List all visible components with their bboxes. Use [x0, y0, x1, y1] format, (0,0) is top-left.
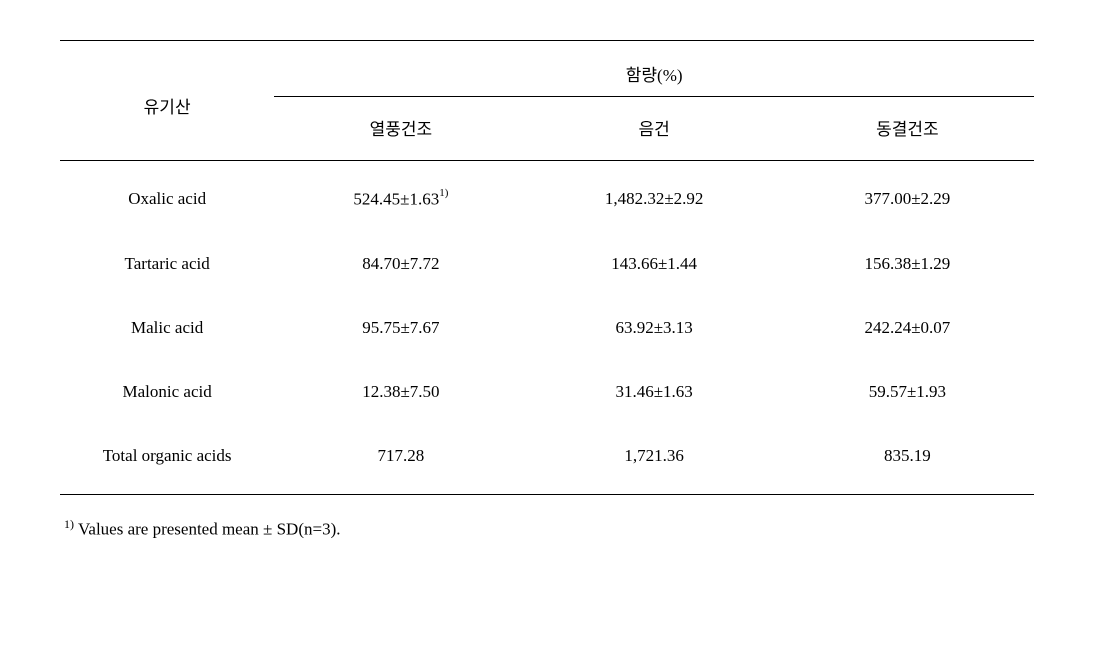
data-table-container: 유기산 함량(%) 열풍건조 음건 동결건조 Oxalic acid 524.4…: [60, 40, 1034, 539]
cell-value: 156.38±1.29: [781, 232, 1034, 296]
cell-value: 84.70±7.72: [274, 232, 527, 296]
table-row: Malic acid 95.75±7.67 63.92±3.13 242.24±…: [60, 296, 1034, 360]
row-header-text: 유기산: [144, 98, 191, 117]
table-row: Total organic acids 717.28 1,721.36 835.…: [60, 424, 1034, 495]
cell-value: 31.46±1.63: [528, 360, 781, 424]
header-group-label: 함량(%): [274, 41, 1034, 97]
cell-value: 1,721.36: [528, 424, 781, 495]
cell-value: 95.75±7.67: [274, 296, 527, 360]
superscript: 1): [439, 187, 448, 199]
row-label: Malic acid: [60, 296, 274, 360]
cell-value: 12.38±7.50: [274, 360, 527, 424]
table-header-row-1: 유기산 함량(%): [60, 41, 1034, 97]
column-header-1: 열풍건조: [274, 97, 527, 161]
cell-value: 377.00±2.29: [781, 161, 1034, 232]
table-row: Oxalic acid 524.45±1.631) 1,482.32±2.92 …: [60, 161, 1034, 232]
table-row: Tartaric acid 84.70±7.72 143.66±1.44 156…: [60, 232, 1034, 296]
header-row-label: 유기산: [60, 41, 274, 161]
table-footnote: 1) Values are presented mean ± SD(n=3).: [60, 517, 1034, 540]
cell-value: 63.92±3.13: [528, 296, 781, 360]
footnote-marker: 1): [64, 517, 74, 531]
column-header-2: 음건: [528, 97, 781, 161]
row-label: Malonic acid: [60, 360, 274, 424]
cell-value: 143.66±1.44: [528, 232, 781, 296]
cell-value: 1,482.32±2.92: [528, 161, 781, 232]
value-text: 524.45±1.63: [353, 190, 439, 209]
cell-value: 524.45±1.631): [274, 161, 527, 232]
group-header-text: 함량(%): [626, 66, 683, 85]
row-label: Oxalic acid: [60, 161, 274, 232]
cell-value: 59.57±1.93: [781, 360, 1034, 424]
row-label: Tartaric acid: [60, 232, 274, 296]
row-label: Total organic acids: [60, 424, 274, 495]
column-header-3: 동결건조: [781, 97, 1034, 161]
organic-acids-table: 유기산 함량(%) 열풍건조 음건 동결건조 Oxalic acid 524.4…: [60, 40, 1034, 495]
cell-value: 717.28: [274, 424, 527, 495]
footnote-text: Values are presented mean ± SD(n=3).: [78, 519, 341, 538]
cell-value: 835.19: [781, 424, 1034, 495]
cell-value: 242.24±0.07: [781, 296, 1034, 360]
table-row: Malonic acid 12.38±7.50 31.46±1.63 59.57…: [60, 360, 1034, 424]
